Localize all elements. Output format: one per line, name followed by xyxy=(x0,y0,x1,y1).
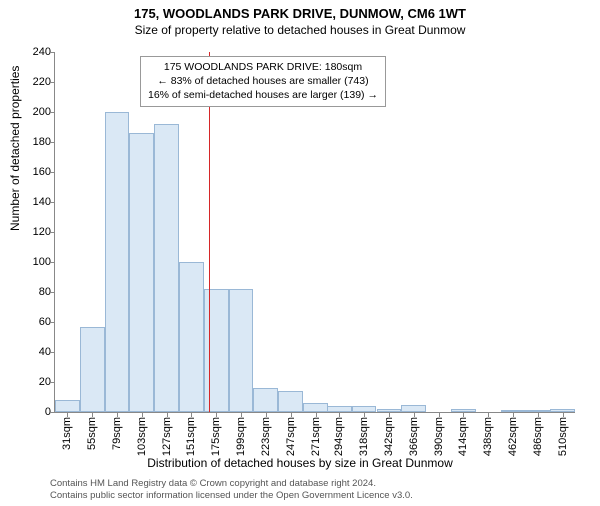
x-tick-label: 271sqm xyxy=(310,417,322,456)
histogram-bar xyxy=(229,289,254,412)
x-axis-label: Distribution of detached houses by size … xyxy=(0,456,600,470)
y-tick-label: 100 xyxy=(15,256,51,268)
x-tick-label: 223sqm xyxy=(260,417,272,456)
histogram-bar xyxy=(303,403,328,412)
x-tick-label: 462sqm xyxy=(507,417,519,456)
x-tick-label: 247sqm xyxy=(285,417,297,456)
y-tick-label: 180 xyxy=(15,136,51,148)
y-tick-label: 120 xyxy=(15,226,51,238)
x-tick-label: 31sqm xyxy=(61,417,73,450)
y-tick-label: 160 xyxy=(15,166,51,178)
annotation-line-1: 175 WOODLANDS PARK DRIVE: 180sqm xyxy=(148,60,378,74)
x-tick-label: 151sqm xyxy=(185,417,197,456)
page-title: 175, WOODLANDS PARK DRIVE, DUNMOW, CM6 1… xyxy=(0,6,600,21)
x-tick-label: 175sqm xyxy=(210,417,222,456)
credit-text: Contains HM Land Registry data © Crown c… xyxy=(50,478,413,502)
histogram-bar xyxy=(55,400,80,412)
histogram-bar xyxy=(80,327,105,413)
x-tick-label: 294sqm xyxy=(333,417,345,456)
x-tick-label: 390sqm xyxy=(433,417,445,456)
histogram-bar xyxy=(179,262,204,412)
histogram-bar xyxy=(204,289,229,412)
histogram-bar xyxy=(253,388,278,412)
histogram-bar xyxy=(401,405,426,413)
histogram-bar xyxy=(129,133,154,412)
y-tick-label: 0 xyxy=(15,406,51,418)
y-tick-label: 20 xyxy=(15,376,51,388)
y-tick-label: 220 xyxy=(15,76,51,88)
x-tick-label: 486sqm xyxy=(532,417,544,456)
x-tick-label: 127sqm xyxy=(161,417,173,456)
x-tick-label: 55sqm xyxy=(86,417,98,450)
x-tick-label: 414sqm xyxy=(457,417,469,456)
credit-line-2: Contains public sector information licen… xyxy=(50,490,413,502)
y-tick-label: 200 xyxy=(15,106,51,118)
y-tick-label: 240 xyxy=(15,46,51,58)
x-tick-label: 318sqm xyxy=(358,417,370,456)
x-tick-label: 510sqm xyxy=(557,417,569,456)
histogram-bar xyxy=(105,112,130,412)
page-subtitle: Size of property relative to detached ho… xyxy=(0,23,600,37)
x-tick-label: 438sqm xyxy=(482,417,494,456)
annotation-line-3: 16% of semi-detached houses are larger (… xyxy=(148,88,378,102)
histogram-bar xyxy=(154,124,179,412)
x-tick-label: 366sqm xyxy=(408,417,420,456)
y-tick-label: 40 xyxy=(15,346,51,358)
y-tick-label: 140 xyxy=(15,196,51,208)
x-tick-label: 199sqm xyxy=(235,417,247,456)
histogram-bar xyxy=(278,391,303,412)
x-tick-label: 79sqm xyxy=(111,417,123,450)
annotation-box: 175 WOODLANDS PARK DRIVE: 180sqm ← 83% o… xyxy=(140,56,386,107)
y-tick-label: 80 xyxy=(15,286,51,298)
x-tick-label: 103sqm xyxy=(136,417,148,456)
y-tick-label: 60 xyxy=(15,316,51,328)
annotation-line-2: ← 83% of detached houses are smaller (74… xyxy=(148,74,378,88)
x-tick-label: 342sqm xyxy=(383,417,395,456)
credit-line-1: Contains HM Land Registry data © Crown c… xyxy=(50,478,413,490)
